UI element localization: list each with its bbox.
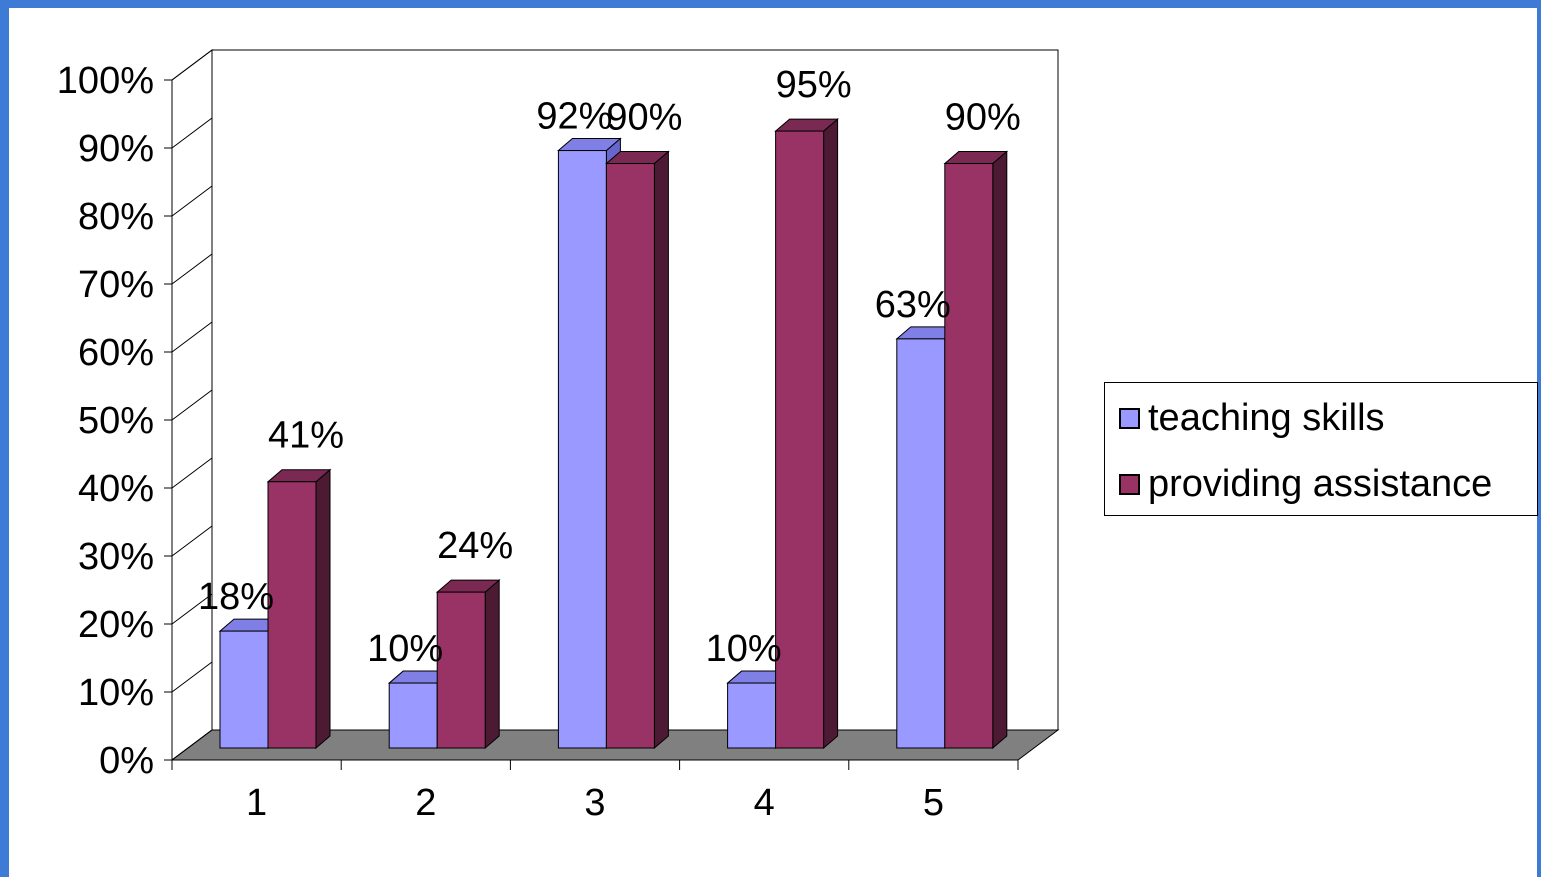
y-tick-label: 80% (78, 196, 154, 238)
y-tick-label: 100% (57, 60, 154, 102)
legend-label-series-1: teaching skills (1148, 397, 1385, 439)
y-tick-depth (171, 661, 213, 693)
x-tick-label: 1 (246, 782, 267, 824)
bar-series-2-cat-4 (774, 117, 839, 750)
x-tick-label: 3 (584, 782, 605, 824)
bar-chart: 0% 10% 20% 30% 40% 50% 60% 70% 80% 90% 100% 1 2 3 4 5 1… (57, 49, 1060, 824)
bar-side (653, 150, 669, 750)
data-label-series-2-cat-5: 90% (945, 97, 1021, 139)
y-tick-label: 20% (78, 604, 154, 646)
y-tick-label: 90% (78, 128, 154, 170)
data-label-series-1-cat-4: 10% (706, 628, 782, 670)
bar-side (315, 468, 331, 750)
bar-series-1-cat-4 (726, 669, 791, 750)
chart-panel: 0% 10% 20% 30% 40% 50% 60% 70% 80% 90% 100% 1 2 3 4 5 1… (9, 8, 1538, 877)
chart-legend: teaching skills providing assistance (1104, 382, 1538, 516)
y-tick-depth (171, 321, 213, 353)
legend-item-series-1: teaching skills (1119, 397, 1385, 440)
bar-series-2-cat-3 (605, 150, 670, 750)
bar-series-2-cat-5 (943, 150, 1009, 750)
y-tick-depth (171, 457, 213, 489)
y-tick-label: 70% (78, 264, 154, 306)
y-tick-depth (171, 253, 213, 285)
data-label-series-2-cat-2: 24% (437, 525, 513, 567)
bar-front (896, 338, 946, 749)
data-label-series-1-cat-1: 18% (198, 576, 274, 618)
data-label-series-1-cat-5: 63% (875, 284, 951, 326)
bar-side (823, 117, 839, 750)
chart-axes: 0% 10% 20% 30% 40% 50% 60% 70% 80% 90% 100% 1 2 3 4 5 (57, 49, 1019, 824)
legend-label-series-2: providing assistance (1148, 463, 1493, 505)
x-tick-label: 2 (415, 782, 436, 824)
bar-front (605, 163, 655, 749)
data-label-series-1-cat-3: 92% (536, 96, 612, 138)
data-label-series-1-cat-2: 10% (367, 628, 443, 670)
legend-swatch-series-1 (1119, 408, 1140, 429)
y-tick-depth (171, 729, 213, 761)
bar-front (219, 630, 269, 749)
data-label-series-2-cat-4: 95% (776, 64, 852, 106)
y-tick-label: 60% (78, 332, 154, 374)
y-tick-label: 30% (78, 536, 154, 578)
y-tick-depth (171, 389, 213, 421)
y-tick-label: 0% (99, 740, 154, 782)
bar-side (484, 579, 500, 750)
bar-front (944, 163, 994, 749)
y-tick-depth (171, 49, 213, 81)
legend-swatch-series-2 (1119, 474, 1140, 495)
y-tick-depth (171, 593, 213, 625)
y-tick-depth (171, 117, 213, 149)
bar-series-2-cat-1 (266, 468, 332, 750)
bar-series-2-cat-2 (435, 579, 501, 750)
bar-front (727, 682, 777, 749)
y-tick-label: 40% (78, 468, 154, 510)
x-tick-label: 5 (923, 782, 944, 824)
x-tick-label: 4 (754, 782, 775, 824)
bar-side (992, 150, 1008, 750)
data-label-series-2-cat-1: 41% (268, 415, 344, 457)
y-tick-depth (171, 185, 213, 217)
chart-bars (218, 117, 1009, 750)
chart-data-labels: 18%41%10%24%92%90%10%95%63%90% (198, 64, 1021, 670)
bar-front (557, 150, 607, 749)
y-tick-label: 10% (78, 672, 154, 714)
y-tick-depth (171, 525, 213, 557)
legend-item-series-2: providing assistance (1119, 463, 1492, 506)
y-tick-label: 50% (78, 400, 154, 442)
bar-front (267, 481, 317, 749)
bar-front (388, 682, 438, 749)
bar-front (775, 130, 825, 749)
bar-front (436, 591, 486, 749)
data-label-series-2-cat-3: 90% (606, 97, 682, 139)
